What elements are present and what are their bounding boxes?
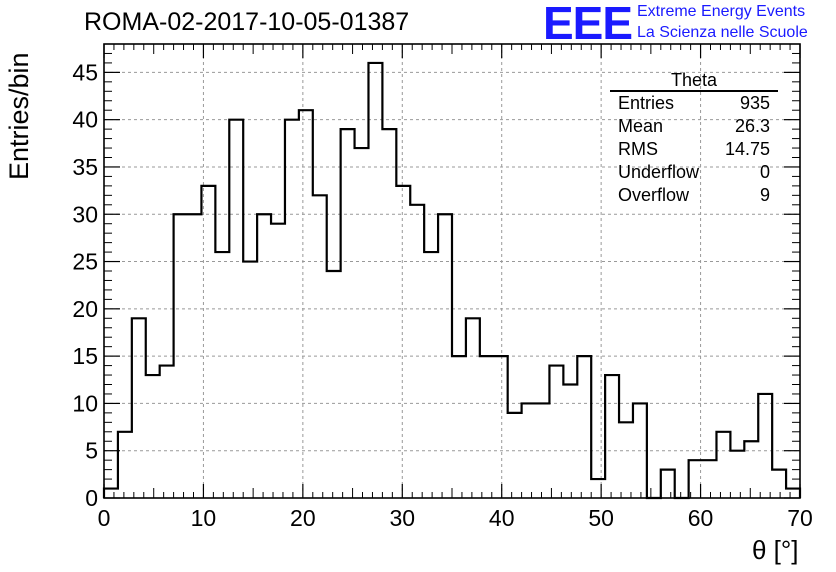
stats-row-overflow: Overflow 9: [610, 184, 778, 207]
stats-value: 0: [759, 162, 770, 182]
y-tick-label: 35: [72, 154, 98, 180]
y-tick-label: 30: [72, 201, 98, 227]
stats-row-mean: Mean 26.3: [610, 115, 778, 138]
y-tick-label: 45: [72, 59, 98, 85]
stats-value: 14.75: [724, 139, 770, 159]
y-tick-label: 25: [72, 249, 98, 275]
x-tick-label: 10: [191, 505, 217, 531]
x-tick-label: 30: [389, 505, 415, 531]
logo-subtitle-2: La Scienza nelle Scuole: [637, 24, 808, 41]
x-tick-label: 70: [787, 505, 813, 531]
plot-frame: [103, 43, 801, 499]
x-tick-label: 40: [489, 505, 515, 531]
stats-row-rms: RMS 14.75: [610, 138, 778, 161]
x-axis-label: θ [°]: [752, 535, 799, 565]
run-title: ROMA-02-2017-10-05-01387: [84, 8, 410, 36]
y-axis-label: Entries/bin: [4, 52, 34, 180]
y-tick-label: 40: [72, 107, 98, 133]
y-tick-label: 0: [85, 485, 98, 511]
x-tick-label: 50: [588, 505, 614, 531]
stats-label: Entries: [618, 93, 675, 113]
y-tick-label: 10: [72, 390, 98, 416]
stats-value: 9: [759, 185, 770, 205]
stats-value: 26.3: [734, 116, 770, 136]
stats-row-entries: Entries 935: [610, 92, 778, 115]
stats-label: Overflow: [618, 185, 690, 205]
stats-title: Theta: [610, 70, 778, 92]
logo-subtitle-1: Extreme Energy Events: [637, 3, 806, 20]
y-tick-label: 15: [72, 343, 98, 369]
x-tick-label: 60: [688, 505, 714, 531]
stats-label: RMS: [618, 139, 658, 159]
y-tick-label: 5: [85, 438, 98, 464]
eee-logo: EEE: [543, 0, 633, 49]
x-tick-label: 0: [98, 505, 111, 531]
stats-label: Mean: [618, 116, 664, 136]
stats-value: 935: [739, 93, 770, 113]
x-tick-labels: 0 10 20 30 40 50 60 70: [98, 505, 813, 531]
y-tick-labels: 0 5 10 15 20 25 30 35 40 45: [72, 59, 98, 511]
stats-row-underflow: Underflow 0: [610, 161, 778, 184]
y-tick-label: 20: [72, 296, 98, 322]
stats-box: Theta Entries 935 Mean 26.3 RMS 14.75 Un…: [610, 70, 778, 207]
stats-label: Underflow: [618, 162, 700, 182]
x-tick-label: 20: [290, 505, 316, 531]
